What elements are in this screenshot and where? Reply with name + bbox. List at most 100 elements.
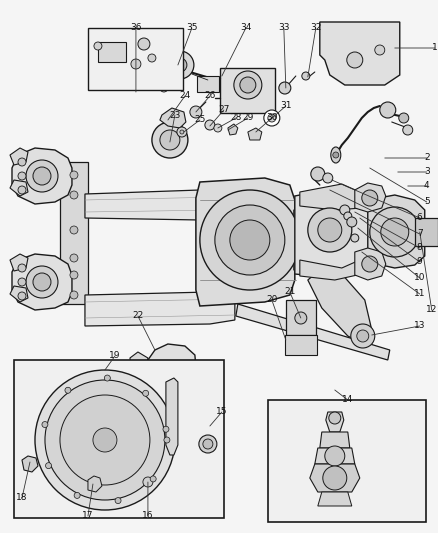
- Circle shape: [70, 291, 78, 299]
- Text: 16: 16: [142, 512, 153, 521]
- Circle shape: [213, 124, 221, 132]
- Text: 10: 10: [413, 273, 424, 282]
- Circle shape: [131, 59, 141, 69]
- Circle shape: [115, 498, 121, 504]
- Text: 11: 11: [413, 289, 424, 298]
- Circle shape: [317, 218, 341, 242]
- Circle shape: [159, 84, 167, 92]
- Circle shape: [361, 256, 377, 272]
- Circle shape: [18, 264, 26, 272]
- Circle shape: [324, 446, 344, 466]
- Circle shape: [166, 51, 194, 79]
- Circle shape: [18, 172, 26, 180]
- Bar: [285, 300, 315, 335]
- Circle shape: [70, 171, 78, 179]
- Circle shape: [230, 220, 269, 260]
- Bar: [60, 162, 88, 304]
- Circle shape: [70, 226, 78, 234]
- Polygon shape: [307, 270, 371, 342]
- Circle shape: [328, 412, 340, 424]
- Polygon shape: [85, 190, 221, 220]
- Text: 33: 33: [277, 23, 289, 33]
- Polygon shape: [299, 260, 361, 280]
- Text: 9: 9: [416, 257, 422, 266]
- Circle shape: [202, 439, 212, 449]
- Polygon shape: [293, 206, 339, 274]
- Polygon shape: [10, 286, 28, 302]
- Circle shape: [18, 158, 26, 166]
- Circle shape: [177, 127, 187, 137]
- Circle shape: [322, 466, 346, 490]
- Text: 35: 35: [186, 23, 197, 33]
- Circle shape: [310, 167, 324, 181]
- Circle shape: [104, 375, 110, 381]
- Text: 23: 23: [169, 110, 180, 119]
- Polygon shape: [339, 220, 369, 244]
- Text: 27: 27: [218, 106, 229, 115]
- Circle shape: [267, 114, 275, 122]
- Circle shape: [45, 380, 165, 500]
- Circle shape: [156, 362, 187, 392]
- Circle shape: [143, 477, 152, 487]
- Polygon shape: [12, 148, 72, 204]
- Circle shape: [343, 212, 351, 220]
- Circle shape: [294, 312, 306, 324]
- Circle shape: [94, 42, 102, 50]
- Text: 18: 18: [16, 494, 28, 503]
- Polygon shape: [10, 180, 28, 196]
- Text: 12: 12: [425, 305, 436, 314]
- Circle shape: [402, 125, 412, 135]
- Bar: [196, 76, 219, 92]
- Circle shape: [301, 72, 309, 80]
- Circle shape: [214, 205, 284, 275]
- Circle shape: [18, 278, 26, 286]
- Circle shape: [361, 190, 377, 206]
- Text: 31: 31: [279, 101, 291, 110]
- Polygon shape: [319, 432, 349, 448]
- Text: 7: 7: [416, 230, 422, 238]
- Circle shape: [307, 208, 351, 252]
- Polygon shape: [227, 124, 237, 135]
- Polygon shape: [247, 128, 261, 140]
- Text: 28: 28: [230, 114, 241, 123]
- Text: 19: 19: [109, 351, 120, 360]
- Circle shape: [180, 130, 184, 134]
- Text: V: V: [169, 440, 174, 448]
- Polygon shape: [10, 254, 28, 271]
- Text: 24: 24: [179, 92, 190, 101]
- Polygon shape: [85, 292, 234, 326]
- Circle shape: [199, 190, 299, 290]
- Circle shape: [173, 58, 187, 72]
- Circle shape: [339, 205, 349, 215]
- Circle shape: [190, 106, 201, 118]
- Circle shape: [93, 428, 117, 452]
- Circle shape: [46, 463, 51, 469]
- Polygon shape: [130, 376, 148, 396]
- Circle shape: [163, 437, 170, 443]
- Circle shape: [70, 271, 78, 279]
- Circle shape: [346, 217, 356, 227]
- Circle shape: [18, 292, 26, 300]
- Circle shape: [74, 492, 80, 498]
- Ellipse shape: [330, 147, 340, 163]
- Circle shape: [374, 45, 384, 55]
- Circle shape: [33, 167, 51, 185]
- Text: 8: 8: [416, 244, 422, 253]
- Polygon shape: [148, 344, 198, 407]
- Text: 14: 14: [341, 395, 353, 405]
- Polygon shape: [10, 148, 28, 165]
- Circle shape: [26, 160, 58, 192]
- Bar: [14, 360, 223, 518]
- Text: 22: 22: [132, 311, 143, 320]
- Text: 30: 30: [265, 114, 277, 123]
- Text: R: R: [169, 416, 174, 424]
- Circle shape: [42, 422, 48, 427]
- Circle shape: [162, 426, 169, 432]
- Circle shape: [152, 122, 187, 158]
- Circle shape: [150, 476, 156, 482]
- Circle shape: [369, 207, 419, 257]
- Polygon shape: [130, 352, 148, 372]
- Polygon shape: [88, 476, 102, 492]
- Circle shape: [350, 234, 358, 242]
- Circle shape: [159, 130, 180, 150]
